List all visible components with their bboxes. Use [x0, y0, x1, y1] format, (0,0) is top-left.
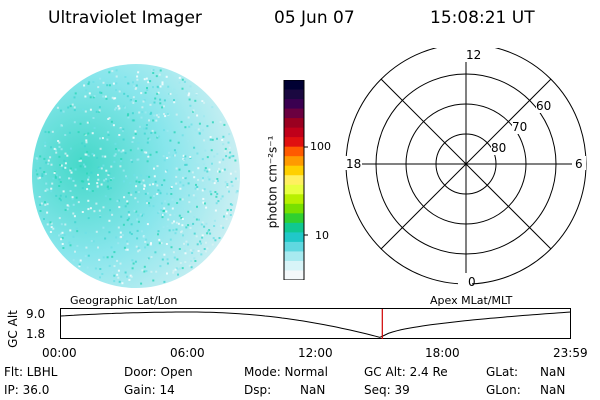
apex-caption: Apex MLat/MLT	[430, 294, 513, 307]
ring-label-80: 80	[491, 141, 507, 155]
polar-label-18: 18	[346, 157, 362, 171]
colorbar	[283, 80, 308, 280]
glon-info-value: NaN	[540, 383, 566, 397]
x-tick-2359: 23:59	[553, 346, 588, 360]
polar-label-6: 6	[575, 157, 583, 171]
colorbar-tick-100: 100	[310, 140, 331, 153]
ring-label-60: 60	[536, 99, 552, 113]
polar-label-12: 12	[466, 48, 482, 62]
colorbar-unit-label: photon cm⁻²s⁻¹	[265, 135, 280, 229]
gc-alt-top-value: 9.0	[26, 307, 46, 321]
polar-grid	[344, 48, 587, 287]
gc-alt-info: GC Alt: 2.4 Re	[364, 365, 448, 379]
x-tick-1200: 12:00	[298, 346, 333, 360]
ip-info: IP: 36.0	[4, 383, 50, 397]
gain-info: Gain: 14	[124, 383, 175, 397]
glon-info-label: GLon:	[486, 383, 521, 397]
time-label: 15:08:21 UT	[430, 8, 535, 28]
altitude-timeline	[60, 308, 572, 339]
filter-info: Flt: LBHL	[4, 365, 58, 379]
x-tick-0600: 06:00	[170, 346, 205, 360]
date-label: 05 Jun 07	[274, 8, 355, 28]
x-tick-0000: 00:00	[42, 346, 77, 360]
x-tick-1800: 18:00	[425, 346, 460, 360]
gc-alt-axis-label: GC Alt	[5, 310, 20, 348]
polar-label-0: 0	[468, 275, 476, 289]
door-info: Door: Open	[124, 365, 193, 379]
mode-info: Mode: Normal	[244, 365, 328, 379]
ring-label-70: 70	[512, 120, 528, 134]
glat-info-label: GLat:	[486, 365, 519, 379]
gc-alt-bottom-value: 1.8	[26, 327, 46, 341]
geographic-caption: Geographic Lat/Lon	[70, 294, 178, 307]
dsp-info-label: Dsp:	[244, 383, 272, 397]
seq-info: Seq: 39	[364, 383, 410, 397]
uv-image-disc	[32, 64, 240, 288]
colorbar-tick-10: 10	[315, 229, 329, 242]
instrument-title: Ultraviolet Imager	[48, 8, 202, 28]
glat-info-value: NaN	[540, 365, 566, 379]
dsp-info-value: NaN	[300, 383, 326, 397]
